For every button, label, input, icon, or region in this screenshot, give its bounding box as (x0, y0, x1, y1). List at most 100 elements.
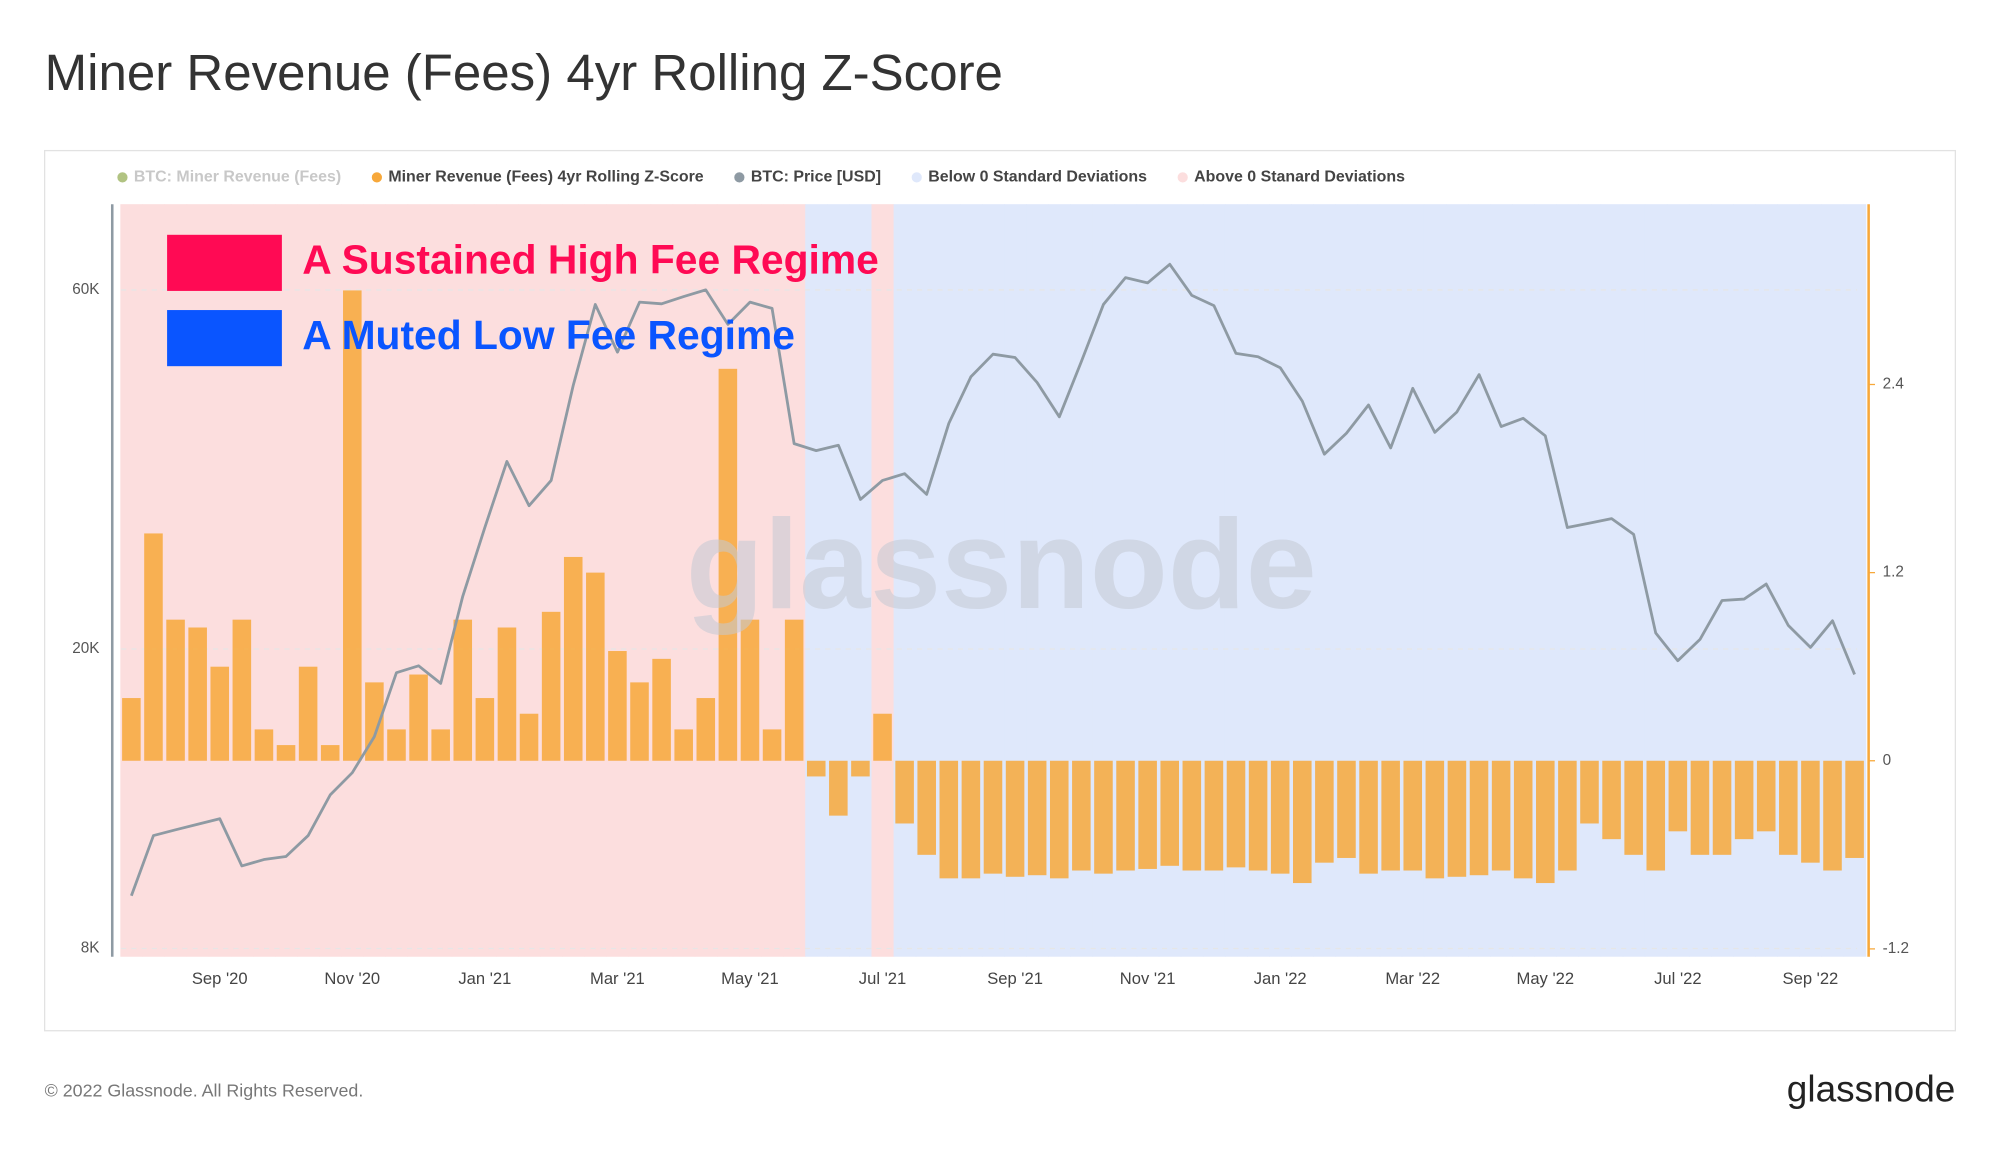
regime-band (540, 204, 563, 957)
bar (1248, 760, 1268, 871)
regime-band (517, 204, 541, 957)
bar (188, 627, 207, 761)
bar (1204, 760, 1224, 871)
bar (1536, 760, 1555, 884)
x-tick-label: Jan '22 (1254, 969, 1307, 988)
bar (232, 619, 252, 761)
legend-label: Below 0 Standard Deviations (928, 169, 1147, 186)
x-tick-label: Nov '21 (1120, 969, 1176, 988)
bar (1049, 760, 1069, 879)
bar (210, 666, 230, 761)
regime-band (1666, 204, 1690, 957)
bar (939, 760, 959, 879)
regime-band (628, 204, 652, 957)
bar (1182, 760, 1202, 871)
bar (1712, 760, 1732, 855)
regime-band (120, 204, 144, 957)
x-tick-label: Jul '22 (1654, 969, 1701, 988)
bar (608, 651, 627, 761)
regime-band (451, 204, 475, 957)
regime-band (694, 204, 718, 957)
bar (1469, 760, 1489, 876)
bar (652, 658, 671, 761)
bar (1027, 760, 1047, 876)
regime-band (208, 204, 232, 957)
regime-band (1600, 204, 1624, 957)
bar (409, 674, 428, 761)
regime-band (363, 204, 387, 957)
x-tick-label: May '21 (721, 969, 779, 988)
bar (895, 760, 914, 824)
regime-band (186, 204, 210, 957)
bar (961, 760, 981, 879)
chart-frame (44, 149, 1956, 1032)
bar (144, 533, 163, 761)
logo: glassnode (1787, 1069, 1956, 1110)
bar (1160, 760, 1180, 866)
grid-layer (121, 289, 1858, 950)
copyright: © 2022 Glassnode. All Rights Reserved. (45, 1081, 364, 1101)
x-tick-label: Mar '22 (1385, 969, 1440, 988)
bar (1337, 760, 1356, 858)
bar (475, 698, 495, 761)
x-tick-label: Sep '20 (192, 969, 248, 988)
regime-band (871, 204, 895, 957)
y2-tick-label: 2.4 (1883, 376, 1905, 393)
legend-dot (1177, 172, 1188, 183)
bar (320, 745, 340, 761)
legend-label: BTC: Price [USD] (751, 169, 881, 186)
y2-tick-label: 0 (1883, 752, 1892, 769)
bar (674, 729, 693, 761)
annotation-swatch (167, 310, 282, 367)
annotation-swatch (167, 234, 282, 291)
bar (1734, 760, 1754, 840)
legend-label: BTC: Miner Revenue (Fees) (134, 169, 341, 186)
regime-band (761, 204, 784, 957)
bar (343, 290, 362, 761)
x-tick-label: Nov '20 (324, 969, 380, 988)
bar (1447, 760, 1467, 877)
regime-band (1733, 204, 1756, 957)
bar (453, 619, 473, 761)
regime-band (385, 204, 409, 957)
regime-band (297, 204, 320, 957)
bar (1138, 760, 1157, 869)
bar (1513, 760, 1533, 879)
bar (630, 682, 649, 761)
bar (917, 760, 936, 855)
regime-band (672, 204, 696, 957)
regime-band (738, 204, 762, 957)
bar (806, 760, 826, 777)
regime-band (1755, 204, 1778, 957)
bar (718, 368, 738, 761)
bar (1845, 760, 1864, 858)
bar (762, 729, 782, 761)
bar (1690, 760, 1710, 855)
regime-band (1578, 204, 1602, 957)
bar (983, 760, 1003, 874)
watermark: glassnode (686, 494, 1317, 636)
bar (1315, 760, 1334, 863)
bar (1756, 760, 1776, 832)
bar (1381, 760, 1400, 871)
bar (696, 698, 716, 761)
x-tick-label: Jan '21 (458, 969, 511, 988)
bar (851, 760, 870, 777)
legend-label: Miner Revenue (Fees) 4yr Rolling Z-Score (388, 169, 703, 186)
bar (1072, 760, 1091, 871)
regime-band (495, 204, 519, 957)
x-tick-label: Sep '22 (1783, 969, 1839, 988)
regime-band (783, 204, 806, 957)
regime-band (473, 204, 497, 957)
bar (1403, 760, 1423, 871)
regime-band (407, 204, 431, 957)
bar (166, 619, 185, 761)
bar (298, 666, 318, 761)
bar (122, 698, 141, 761)
bar (431, 729, 450, 761)
bar (276, 745, 296, 761)
legend-dot (911, 172, 922, 183)
bar (387, 729, 406, 761)
bar (1558, 760, 1577, 871)
